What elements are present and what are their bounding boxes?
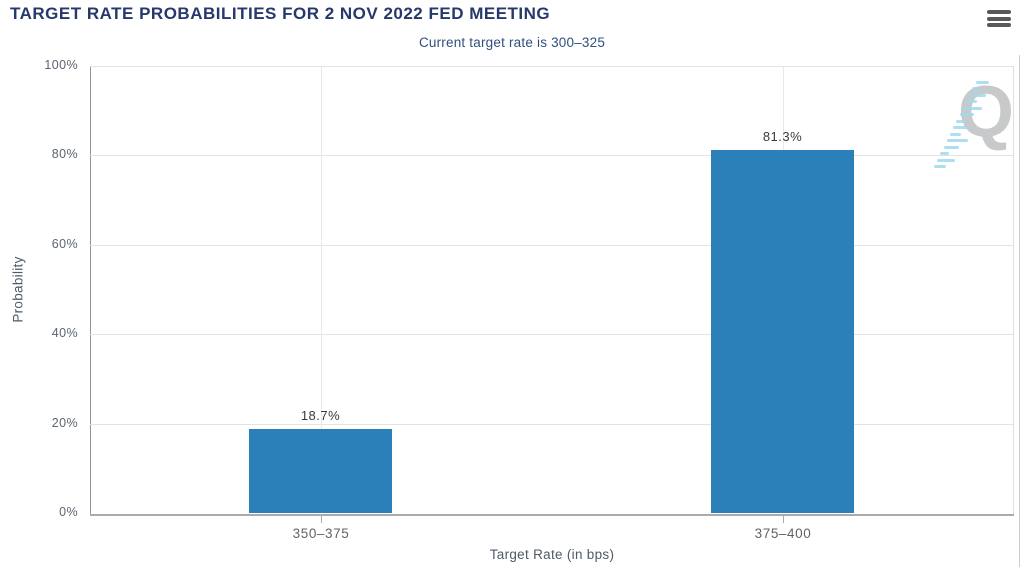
hamburger-menu-icon[interactable] (987, 10, 1011, 30)
watermark-q-logo: Q (957, 72, 1014, 152)
watermark-dash (946, 139, 968, 142)
watermark-dash (966, 100, 977, 103)
panel-right-divider (1019, 55, 1020, 567)
watermark-dash (937, 158, 956, 162)
y-tick-label: 20% (51, 416, 78, 430)
y-gridline (90, 66, 1014, 67)
watermark-dash (953, 126, 970, 129)
watermark-dash (959, 113, 974, 116)
watermark-dash (934, 165, 946, 168)
y-tick-label: 100% (44, 58, 78, 72)
x-gridline (321, 66, 322, 513)
y-tick-label: 80% (51, 147, 78, 161)
plot-right-border (1013, 66, 1014, 514)
watermark: Q (928, 66, 1014, 168)
page-title: TARGET RATE PROBABILITIES FOR 2 NOV 2022… (10, 4, 551, 23)
bar-value-label: 81.3% (762, 129, 803, 144)
x-axis-title: Target Rate (in bps) (489, 547, 615, 562)
watermark-dash (969, 93, 987, 97)
y-gridline (90, 245, 1014, 246)
y-gridline (90, 334, 1014, 335)
hamburger-bar (987, 10, 1011, 14)
bar-350-375[interactable] (249, 429, 392, 513)
bar-375-400[interactable] (711, 150, 854, 513)
watermark-dash (956, 119, 966, 123)
y-gridline (90, 424, 1014, 425)
x-tick-label: 350–375 (292, 526, 350, 541)
chart-subtitle: Current target rate is 300–325 (418, 35, 606, 50)
watermark-dash (943, 145, 959, 149)
x-tick-mark (321, 516, 322, 523)
watermark-dash (962, 106, 982, 110)
watermark-dash (950, 132, 961, 136)
x-tick-label: 375–400 (754, 526, 812, 541)
watermark-dash (975, 80, 989, 84)
y-tick-label: 0% (59, 505, 78, 519)
y-tick-label: 60% (51, 237, 78, 251)
x-tick-mark (783, 516, 784, 523)
y-gridline (90, 155, 1014, 156)
y-tick-label: 40% (51, 326, 78, 340)
hamburger-bar (987, 23, 1011, 27)
x-axis-line (90, 514, 1014, 516)
y-axis-title: Probability (10, 256, 26, 323)
y-axis-line (90, 66, 91, 515)
hamburger-bar (987, 16, 1011, 21)
bar-value-label: 18.7% (300, 408, 341, 423)
watermark-dash (972, 87, 981, 90)
